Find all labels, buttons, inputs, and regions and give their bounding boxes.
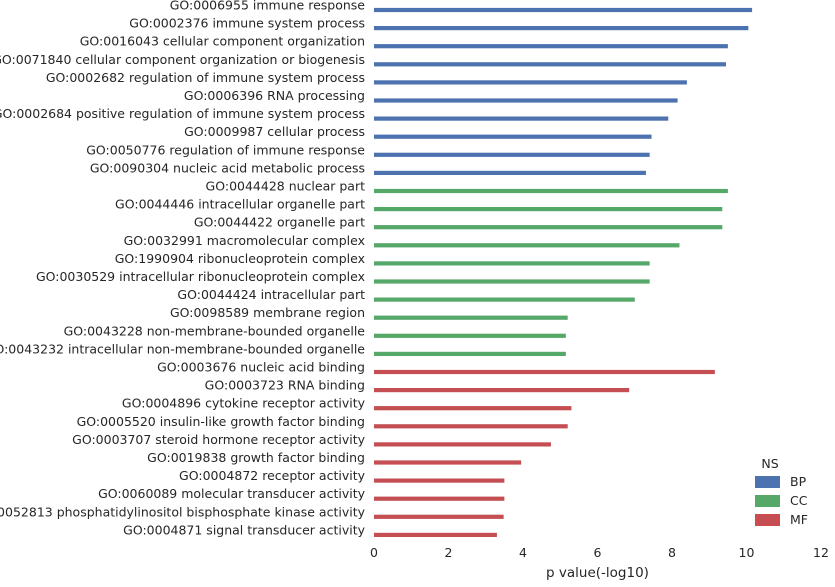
x-tick-label: 12 <box>813 545 829 560</box>
x-tick-label: 6 <box>594 545 602 560</box>
bar-bp-8 <box>374 134 652 139</box>
y-tick-label: GO:0002376 immune system process <box>129 16 365 31</box>
y-tick-label: GO:0009987 cellular process <box>184 124 365 139</box>
bar-cc-20 <box>374 351 566 356</box>
bar-bp-3 <box>374 44 728 49</box>
y-tick-label: GO:0005520 insulin-like growth factor bi… <box>77 414 365 429</box>
y-tick-label: GO:0044422 organelle part <box>194 215 365 230</box>
x-tick-label: 2 <box>445 545 453 560</box>
x-tick-label: 0 <box>370 545 378 560</box>
y-tick-label: GO:0044428 nuclear part <box>206 179 366 194</box>
y-tick-label: GO:0071840 cellular component organizati… <box>0 52 365 67</box>
bar-cc-11 <box>374 188 728 194</box>
bar-cc-12 <box>374 207 723 212</box>
x-tick-label: 8 <box>668 545 676 560</box>
legend: NS BP CC MF <box>755 456 808 527</box>
y-tick-label: GO:0032991 macromolecular complex <box>124 233 365 248</box>
legend-title: NS <box>761 456 778 471</box>
y-tick-label: GO:0098589 membrane region <box>170 305 365 320</box>
y-tick-label: GO:0016043 cellular component organizati… <box>80 34 365 49</box>
bar-mf-23 <box>374 406 572 411</box>
y-tick-label: GO:0060089 molecular transducer activity <box>98 486 366 501</box>
y-tick-label: GO:0043232 intracellular non-membrane-bo… <box>0 341 365 356</box>
bar-mf-28 <box>374 496 505 501</box>
bar-cc-13 <box>374 225 723 230</box>
x-axis-title: p value(-log10) <box>546 565 649 581</box>
bar-bp-1 <box>374 7 753 13</box>
y-tick-label: GO:0006955 immune response <box>170 0 366 13</box>
x-tick-label: 4 <box>519 545 527 560</box>
bar-bp-4 <box>374 62 727 67</box>
x-axis: 0 2 4 6 8 10 12 <box>370 545 829 560</box>
y-tick-label: GO:0002682 regulation of immune system p… <box>46 70 365 85</box>
bar-mf-26 <box>374 460 522 465</box>
bar-mf-24 <box>374 424 568 429</box>
bar-mf-27 <box>374 478 505 483</box>
y-tick-label: GO:0050776 regulation of immune response <box>86 142 365 157</box>
bar-bp-9 <box>374 152 650 157</box>
bar-mf-30 <box>374 532 497 537</box>
y-tick-label: GO:0004872 receptor activity <box>179 468 366 483</box>
y-tick-label: GO:0002684 positive regulation of immune… <box>0 106 365 121</box>
bar-bp-2 <box>374 26 749 31</box>
bar-bp-5 <box>374 80 687 85</box>
bar-cc-19 <box>374 333 566 338</box>
bar-mf-22 <box>374 388 630 393</box>
y-tick-label: GO:0090304 nucleic acid metabolic proces… <box>90 160 365 175</box>
y-tick-label: GO:0003707 steroid hormone receptor acti… <box>72 432 365 447</box>
y-tick-label: GO:0004896 cytokine receptor activity <box>122 396 366 411</box>
y-tick-label: GO:0006396 RNA processing <box>184 88 365 103</box>
bar-mf-25 <box>374 442 551 447</box>
bar-cc-15 <box>374 261 650 266</box>
bar-mf-29 <box>374 514 504 519</box>
legend-label-bp: BP <box>790 474 807 489</box>
legend-label-mf: MF <box>790 512 808 527</box>
y-tick-label: GO:0003676 nucleic acid binding <box>157 360 365 375</box>
y-tick-label: GO:1990904 ribonucleoprotein complex <box>115 251 365 266</box>
bar-cc-17 <box>374 297 635 302</box>
bar-mf-21 <box>374 369 715 375</box>
y-axis-labels: GO:0006955 immune response GO:0002376 imm… <box>0 0 366 537</box>
plot-area <box>374 7 753 537</box>
legend-swatch-cc <box>755 495 780 507</box>
y-tick-label: GO:0003723 RNA binding <box>205 378 365 393</box>
bar-cc-18 <box>374 315 568 320</box>
bar-bp-7 <box>374 116 669 121</box>
y-tick-label: GO:0030529 intracellular ribonucleoprote… <box>36 269 365 284</box>
y-tick-label: GO:0044446 intracellular organelle part <box>115 197 365 212</box>
bar-cc-14 <box>374 243 680 248</box>
bar-bp-6 <box>374 98 678 103</box>
bar-bp-10 <box>374 170 646 175</box>
y-tick-label: GO:0044424 intracellular part <box>177 287 365 302</box>
y-tick-label: GO:0019838 growth factor binding <box>147 450 365 465</box>
legend-swatch-mf <box>755 514 780 526</box>
legend-swatch-bp <box>755 476 780 488</box>
legend-label-cc: CC <box>790 493 808 508</box>
y-tick-label: GO:0052813 phosphatidylinositol bisphosp… <box>0 504 366 519</box>
y-tick-label: GO:0004871 signal transducer activity <box>123 522 365 537</box>
y-tick-label: GO:0043228 non-membrane-bounded organell… <box>64 323 366 338</box>
x-tick-label: 10 <box>739 545 755 560</box>
bar-cc-16 <box>374 279 650 284</box>
